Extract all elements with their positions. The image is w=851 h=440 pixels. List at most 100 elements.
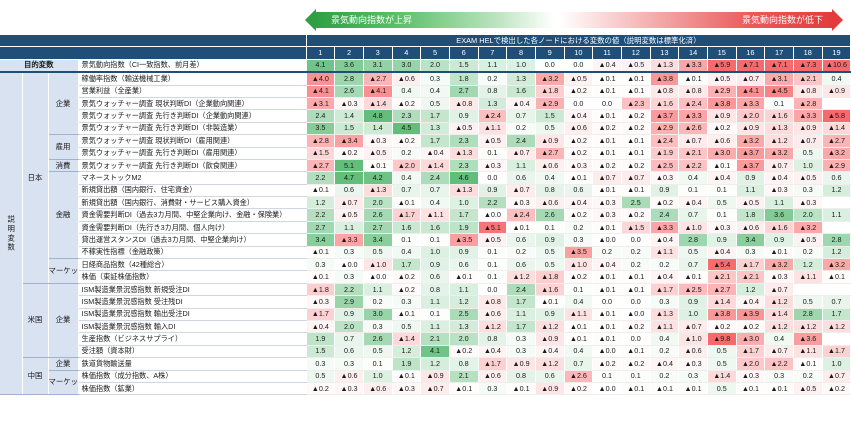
value-cell: ▲0.1 [678,382,708,396]
value-cell: ▲3.7 [736,159,766,173]
value-cell: ▲3.2 [764,147,794,160]
value-cell: 0.6 [334,345,364,359]
value-cell: ▲0.1 [621,147,651,160]
variable-label: ISM製造業景況感指数 輸出受注DI [78,308,307,322]
table-row: 貸出運営スタンスDI（過去3カ月間、中堅企業向け） 3.4 ▲3.3 3.4 0.1 0.… [0,233,851,247]
value-cell: 0.9 [535,233,565,247]
value-cell: ▲0.1 [449,270,479,284]
value-cell: 2.0 [793,208,823,222]
value-cell: ▲1.4 [707,295,737,309]
value-cell: ▲0.5 [793,171,823,185]
value-cell: ▲1.2 [764,295,794,309]
variable-label: 景気ウォッチャー調査 現状判断DI（企業動向関連） [78,97,307,111]
value-cell: 0.4 [764,332,794,346]
value-cell: ▲0.1 [621,184,651,198]
value-cell: ▲0.1 [592,221,622,235]
value-cell: 2.0 [334,320,364,334]
value-cell: 0.0 [621,332,651,346]
value-cell: ▲5.9 [707,58,737,74]
value-cell: 3.5 [306,122,336,136]
value-cell: 0.8 [478,85,508,98]
downturn-label: 景気動向指数が低下 [741,15,823,25]
value-cell: ▲3.5 [449,233,479,247]
value-cell: ▲3.3 [650,221,680,235]
value-cell: ▲0.0 [592,345,622,359]
node-number: 5 [420,46,450,60]
value-cell: 0.7 [564,357,594,371]
value-cell: ▲1.2 [535,357,565,371]
variable-label: 受注額（資本財） [78,345,307,359]
value-cell: 4.1 [306,58,336,74]
value-cell: ▲0.4 [306,320,336,334]
table-row: ISM製造業景況感指数 受注残DI ▲0.3 2.9 0.2 0.3 1.1 1.2 ▲0.8… [0,295,851,309]
value-cell: 2.4 [506,283,536,297]
value-cell: ▲0.2 [564,270,594,284]
value-cell: 0.3 [478,382,508,396]
value-cell: ▲0.7 [678,134,708,148]
value-cell: ▲2.7 [535,147,565,160]
value-cell: ▲0.1 [592,85,622,98]
value-cell: 0.6 [506,258,536,272]
value-cell: 0.5 [535,122,565,136]
value-cell: ▲3.6 [793,332,823,346]
value-cell: ▲1.6 [535,283,565,297]
value-cell: ▲5.1 [478,221,508,235]
value-cell: 0.9 [650,184,680,198]
value-cell: 0.1 [420,308,450,322]
value-cell: ▲0.1 [592,283,622,297]
value-cell: 0.9 [707,233,737,247]
value-cell: 2.2 [306,208,336,222]
value-cell: 0.7 [506,109,536,123]
value-cell: ▲0.2 [707,320,737,334]
value-cell: ▲1.7 [822,345,851,359]
value-cell: ▲0.0 [334,258,364,272]
value-cell: 4.1 [420,345,450,359]
value-cell: ▲0.7 [764,159,794,173]
value-cell: 1.1 [506,308,536,322]
value-cell: 0.9 [535,308,565,322]
value-cell: ▲1.3 [650,308,680,322]
value-cell: ▲1.5 [306,147,336,160]
value-cell: ▲0.7 [621,171,651,185]
value-cell: 0.9 [478,184,508,198]
variable-label: 株価指数（鉱業） [78,382,307,396]
value-cell: 1.2 [420,357,450,371]
value-cell: ▲0.5 [707,72,737,86]
value-cell: 1.4 [334,109,364,123]
value-cell: 0.1 [592,370,622,383]
right-arrow-icon [832,9,843,31]
value-cell: ▲3.7 [650,109,680,123]
value-cell: ▲3.3 [736,97,766,111]
value-cell: 0.6 [506,233,536,247]
value-cell: ▲0.8 [449,97,479,111]
value-cell: ▲0.4 [564,109,594,123]
value-cell: 2.7 [363,221,393,235]
value-cell: 0.3 [506,345,536,359]
value-cell: ▲0.2 [564,85,594,98]
value-cell: ▲7.1 [764,58,794,74]
table-row: ISM製造業景況感指数 輸入DI ▲0.4 2.0 0.3 0.5 1.1 1.3 ▲1.2 1… [0,320,851,334]
value-cell: ▲2.4 [478,109,508,123]
value-cell: ▲0.1 [592,72,622,86]
value-cell: 1.9 [306,332,336,346]
header-blank [0,35,307,48]
node-number: 8 [506,46,536,60]
value-cell: ▲2.9 [707,85,737,98]
value-cell: 1.7 [506,295,536,309]
target-variable-group: 目的変数 [0,58,79,74]
value-cell: ▲2.5 [650,159,680,173]
value-cell: ▲0.3 [764,184,794,198]
value-cell: ▲1.0 [678,221,708,235]
value-cell: 1.0 [420,246,450,260]
value-cell: 0.3 [334,357,364,371]
region-japan: 日本 [22,72,49,284]
header-blank [0,46,307,60]
value-cell: ▲0.5 [793,233,823,247]
value-cell: 1.8 [449,72,479,86]
value-cell: 4.5 [392,122,422,136]
value-cell: ▲2.4 [650,134,680,148]
value-cell: 1.1 [420,295,450,309]
value-cell: ▲3.5 [564,246,594,260]
variable-label: 資金需要判断DI（先行き3カ月間、個人向け） [78,221,307,235]
value-cell: ▲0.2 [621,357,651,371]
